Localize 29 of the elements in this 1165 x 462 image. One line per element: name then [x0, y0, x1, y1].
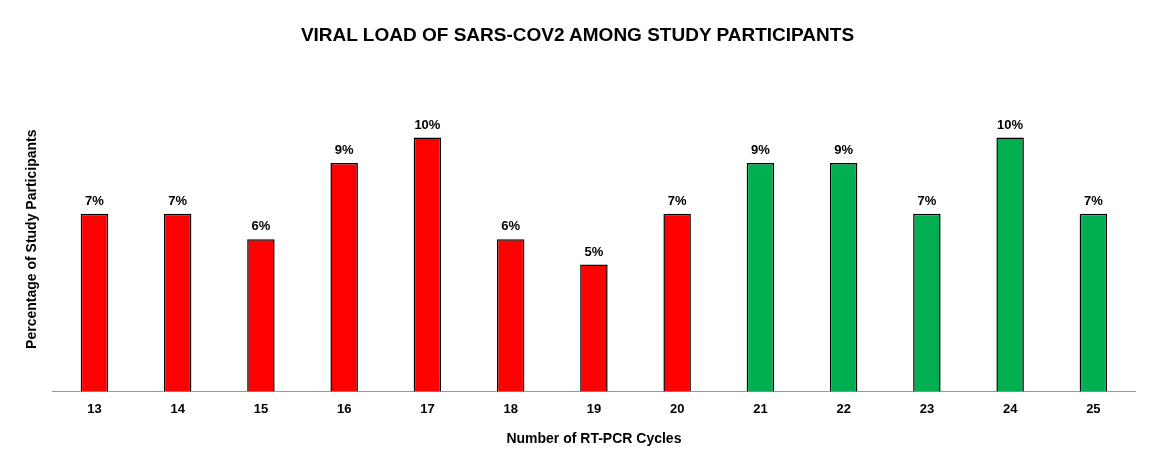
data-label: 7% [917, 192, 937, 208]
chart-title: VIRAL LOAD OF SARS-COV2 AMONG STUDY PARTICIPANTS [300, 23, 855, 45]
data-label: 5% [584, 243, 604, 259]
data-label: 10% [997, 116, 1024, 132]
x-tick-label: 14 [170, 400, 186, 416]
x-tick-label: 13 [87, 400, 102, 416]
data-label: 6% [251, 218, 271, 234]
x-axis-title: Number of RT-PCR Cycles [506, 430, 682, 447]
x-tick-label: 23 [919, 400, 935, 416]
x-tick-label: 25 [1086, 400, 1101, 416]
data-label: 7% [667, 192, 687, 208]
data-label: 9% [750, 142, 771, 158]
y-axis-title: Percentage of Study Participants [23, 129, 40, 349]
x-tick-label: 22 [836, 400, 851, 416]
x-tick-label: 17 [420, 400, 435, 416]
x-tick-label: 15 [253, 400, 269, 416]
data-label: 6% [501, 218, 521, 234]
x-tick-label: 19 [586, 400, 602, 416]
data-label: 9% [834, 142, 854, 158]
data-label: 7% [1083, 192, 1104, 208]
x-tick-label: 16 [336, 400, 352, 416]
data-label: 7% [85, 192, 105, 208]
x-tick-label: 18 [503, 400, 518, 416]
data-label: 9% [334, 142, 354, 158]
x-tick-label: 21 [753, 400, 768, 416]
data-label: 7% [168, 192, 188, 208]
x-tick-label: 20 [669, 400, 685, 416]
data-label: 10% [414, 116, 441, 132]
x-tick-label: 24 [1002, 400, 1019, 416]
